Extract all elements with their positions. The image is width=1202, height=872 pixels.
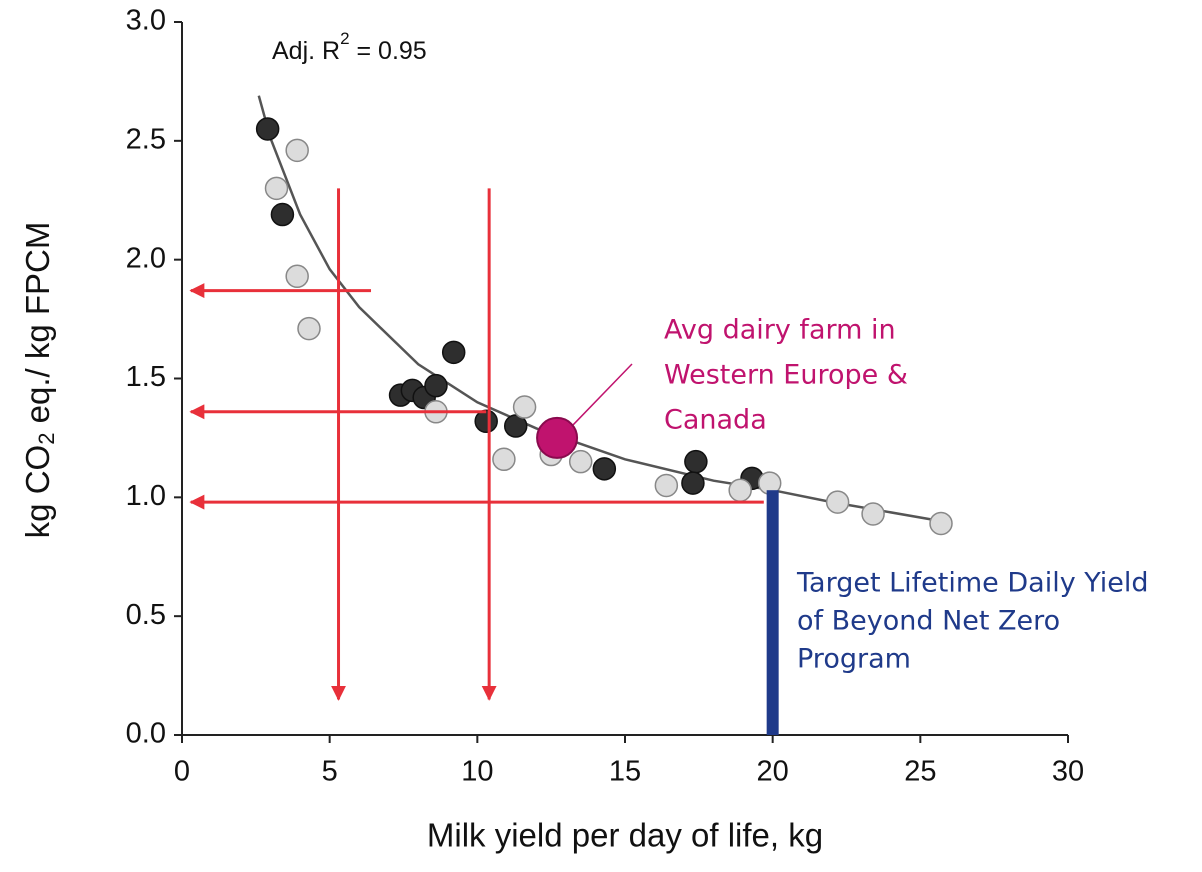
data-point bbox=[684, 449, 708, 474]
target-label: of Beyond Net Zero bbox=[797, 606, 1060, 637]
y-tick-label: 0.0 bbox=[126, 718, 166, 750]
y-label-sub: 2 bbox=[34, 433, 59, 445]
y-tick-label: 2.5 bbox=[126, 123, 166, 155]
data-point bbox=[861, 502, 885, 526]
data-point bbox=[424, 373, 448, 398]
y-label-part: eq./ kg FPCM bbox=[19, 222, 56, 433]
data-point bbox=[441, 340, 466, 365]
highlight-label: Canada bbox=[664, 405, 767, 436]
data-point bbox=[568, 449, 593, 474]
r2-part: Adj. R bbox=[272, 37, 340, 65]
y-tick-label: 1.5 bbox=[126, 361, 166, 393]
y-tick-label: 3.0 bbox=[126, 5, 166, 37]
x-tick-label: 20 bbox=[757, 756, 789, 788]
y-axis-label: kg CO2 eq./ kg FPCM bbox=[19, 222, 59, 539]
y-tick-label: 0.5 bbox=[126, 599, 166, 631]
r2-sup: 2 bbox=[340, 29, 349, 48]
y-tick-label: 2.0 bbox=[126, 242, 166, 274]
data-point bbox=[825, 490, 850, 514]
data-point bbox=[285, 264, 309, 289]
highlight-label: Avg dairy farm in bbox=[664, 315, 896, 346]
y-tick-label: 1.0 bbox=[126, 480, 166, 512]
x-tick-label: 10 bbox=[461, 756, 493, 788]
data-point bbox=[654, 473, 679, 498]
highlight-label: Western Europe & bbox=[664, 360, 908, 391]
target-label: Target Lifetime Daily Yield bbox=[796, 568, 1149, 599]
highlight-point bbox=[536, 416, 579, 459]
y-label-part: kg CO bbox=[19, 445, 56, 539]
data-point bbox=[255, 117, 280, 141]
target-bar bbox=[766, 490, 779, 735]
x-tick-label: 30 bbox=[1052, 756, 1084, 788]
x-axis-label: Milk yield per day of life, kg bbox=[427, 817, 823, 854]
data-point bbox=[264, 176, 289, 201]
data-point bbox=[492, 447, 516, 472]
data-point bbox=[592, 457, 617, 481]
data-point bbox=[728, 478, 752, 502]
data-point bbox=[681, 471, 705, 495]
data-point bbox=[512, 395, 537, 419]
data-point bbox=[474, 409, 498, 434]
x-tick-label: 5 bbox=[322, 756, 338, 788]
data-point bbox=[929, 511, 953, 536]
data-point bbox=[270, 202, 295, 227]
leader-line bbox=[571, 363, 633, 427]
x-tick-label: 0 bbox=[174, 756, 190, 788]
fit-curve bbox=[257, 95, 942, 523]
target-label: Program bbox=[797, 644, 911, 675]
data-point bbox=[297, 316, 321, 341]
data-point bbox=[503, 414, 528, 438]
r2-annotation: Adj. R2 = 0.95 bbox=[272, 29, 427, 64]
r2-part: = 0.95 bbox=[350, 37, 427, 65]
x-tick-label: 15 bbox=[609, 756, 641, 788]
x-tick-label: 25 bbox=[904, 756, 936, 788]
data-point bbox=[285, 138, 309, 163]
